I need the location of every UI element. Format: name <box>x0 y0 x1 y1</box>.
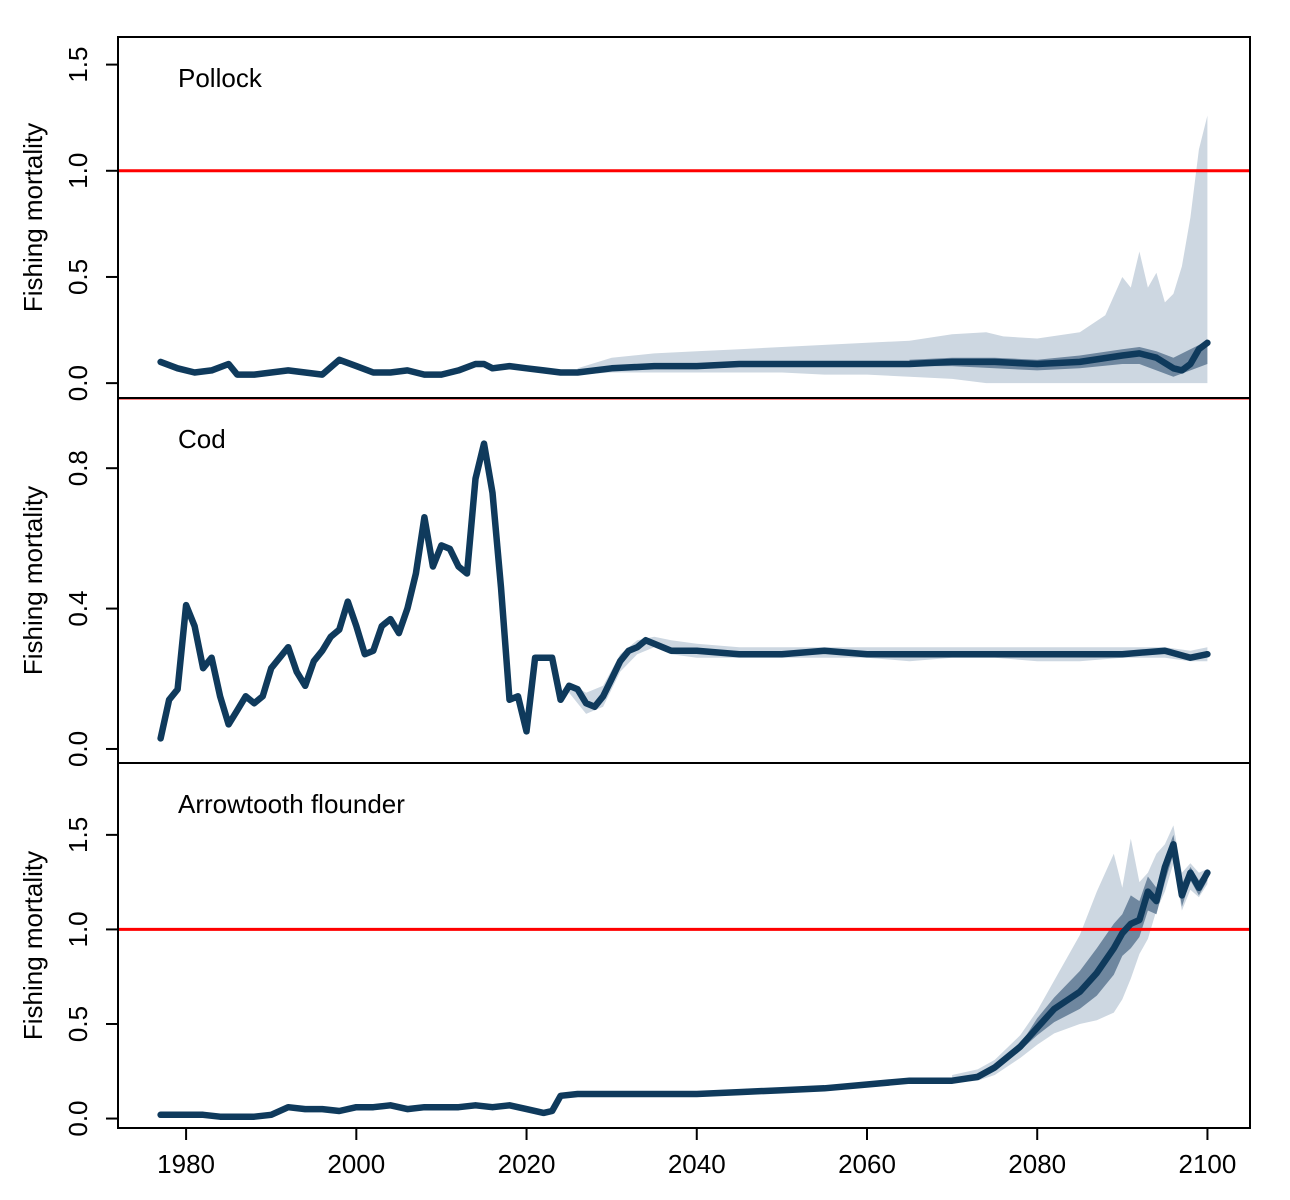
panel-plot-region <box>118 825 1250 1120</box>
y-tick-label: 0.4 <box>63 590 93 626</box>
y-tick-label: 1.0 <box>63 153 93 189</box>
y-axis-label: Fishing mortality <box>18 851 48 1040</box>
x-tick-label: 1980 <box>157 1149 215 1179</box>
plot-frame <box>117 36 1251 1129</box>
uncertainty-band-inner <box>909 340 1208 377</box>
panel-arrowtooth-flounder: 0.0 0.5 1.0 1.5 Fishing mortality Arrowtooth … <box>18 762 1250 1137</box>
x-tick-label: 2020 <box>498 1149 556 1179</box>
panel-pollock: 0.0 0.5 1.0 1.5 Fishing mortality Pollock <box>18 47 1250 401</box>
x-tick-label: 2040 <box>668 1149 726 1179</box>
panel-title: Cod <box>178 424 226 454</box>
x-tick-label: 2100 <box>1179 1149 1237 1179</box>
panel-title: Arrowtooth flounder <box>178 789 405 819</box>
y-tick-label: 0.0 <box>63 365 93 401</box>
y-tick-label: 0.8 <box>63 450 93 486</box>
y-tick-label: 0.0 <box>63 731 93 767</box>
x-tick-label: 2080 <box>1008 1149 1066 1179</box>
uncertainty-band-outer <box>577 115 1208 384</box>
y-tick-label: 0.5 <box>63 259 93 295</box>
panel-plot-region <box>118 398 1250 742</box>
y-tick-label: 1.5 <box>63 47 93 83</box>
y-tick-label: 1.0 <box>63 911 93 947</box>
panel-cod: 0.0 0.4 0.8 Fishing mortality Cod <box>18 397 1250 767</box>
y-tick-label: 0.5 <box>63 1006 93 1042</box>
panel-title: Pollock <box>178 63 263 93</box>
x-tick-label: 2000 <box>327 1149 385 1179</box>
y-axis-label: Fishing mortality <box>18 486 48 675</box>
y-axis-label: Fishing mortality <box>18 123 48 312</box>
y-tick-label: 0.0 <box>63 1100 93 1136</box>
series-line <box>157 440 1211 742</box>
series-line <box>157 841 1211 1120</box>
x-tick-label: 2060 <box>838 1149 896 1179</box>
panel-plot-region <box>118 115 1250 384</box>
y-tick-label: 1.5 <box>63 817 93 853</box>
